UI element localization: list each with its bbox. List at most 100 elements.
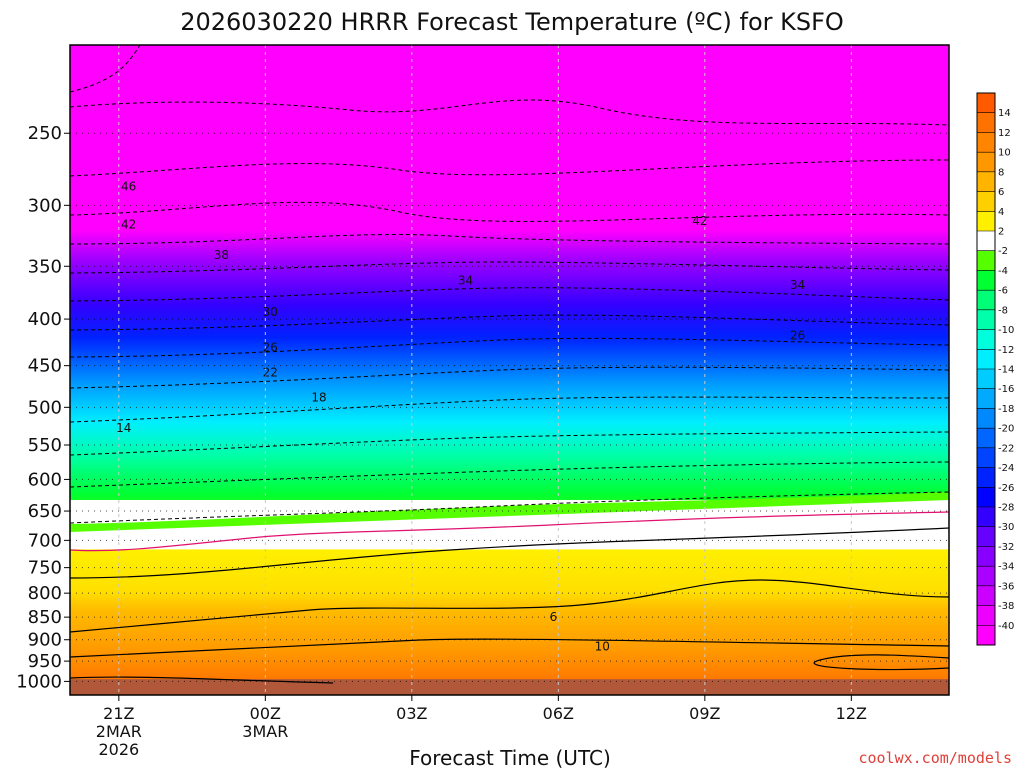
isotherm-line — [70, 99, 949, 126]
colorbar-swatch — [977, 585, 995, 606]
colorbar-label: -14 — [998, 365, 1014, 376]
isotherm-label: 6 — [550, 610, 558, 624]
colorbar-label: -28 — [998, 503, 1014, 514]
isotherm-line — [70, 159, 949, 177]
isotherm-label: 42 — [121, 218, 136, 232]
land-band — [70, 683, 949, 695]
isotherm-label: 38 — [214, 248, 229, 262]
y-tick-label: 400 — [28, 309, 62, 330]
colorbar-label: 10 — [998, 148, 1011, 159]
y-tick-label: 700 — [28, 530, 62, 551]
isotherm-line — [70, 461, 949, 488]
isotherm-label: 30 — [263, 305, 278, 319]
colorbar-swatch — [977, 369, 995, 390]
x-tick-label: 03Z — [396, 704, 427, 723]
x-axis-label: Forecast Time (UTC) — [409, 746, 611, 768]
colorbar-swatch — [977, 467, 995, 488]
isotherm-line — [70, 337, 949, 358]
colorbar-swatch — [977, 132, 995, 153]
colorbar-label: -16 — [998, 384, 1014, 395]
x-tick-label: 21Z — [103, 704, 134, 723]
isotherm-label: 26 — [263, 341, 278, 355]
y-axis: 2503003504004505005506006507007508008509… — [16, 123, 70, 692]
chart-title: 2026030220 HRRR Forecast Temperature (ºC… — [180, 8, 844, 36]
isotherm-labels: 46 42 38 30 26 22 18 14 34 42 34 26 6 10 — [116, 179, 805, 653]
y-tick-label: 300 — [28, 195, 62, 216]
colorbar-label: -12 — [998, 345, 1014, 356]
y-tick-label: 600 — [28, 469, 62, 490]
colorbar: 14 12 10 8 6 4 2 -2 -4 -6 -8 -10 -12 -14 -16 -18 -20 -22 -… — [976, 92, 1014, 646]
isotherm-line — [70, 431, 949, 456]
colorbar-swatch — [977, 152, 995, 173]
isotherm-line — [70, 45, 141, 93]
isotherm-label: 18 — [311, 391, 326, 405]
isotherm-line — [70, 366, 949, 389]
colorbar-swatch — [977, 507, 995, 528]
colorbar-label: -4 — [998, 266, 1008, 277]
plot-area: 46 42 38 30 26 22 18 14 34 42 34 26 6 10 — [70, 45, 949, 695]
freezing-band — [70, 500, 949, 536]
colorbar-swatch — [977, 566, 995, 587]
isotherm-line — [70, 676, 334, 684]
colorbar-swatch — [977, 250, 995, 271]
colorbar-swatch — [977, 329, 995, 350]
colorbar-swatch — [977, 349, 995, 370]
isotherm-line — [70, 201, 949, 222]
colorbar-label: -2 — [998, 246, 1008, 257]
y-tick-label: 850 — [28, 607, 62, 628]
colorbar-swatch — [977, 211, 995, 232]
colorbar-label: -32 — [998, 542, 1014, 553]
isotherm-label: 34 — [790, 278, 805, 292]
colorbar-label: -26 — [998, 483, 1014, 494]
colorbar-label: 4 — [998, 207, 1004, 218]
colorbar-label: -6 — [998, 286, 1008, 297]
isotherm-label: 26 — [790, 329, 805, 343]
credit-text: coolwx.com/models — [858, 749, 1012, 767]
isotherm-line — [813, 654, 949, 671]
isotherm-label: 10 — [595, 639, 610, 653]
y-tick-label: 450 — [28, 356, 62, 377]
isotherm-label: 14 — [116, 421, 131, 435]
isotherm-line — [70, 638, 949, 658]
colorbar-label: -22 — [998, 443, 1014, 454]
colorbar-swatch — [977, 93, 995, 114]
isotherm-line — [70, 396, 949, 423]
colorbar-label: -38 — [998, 601, 1014, 612]
isotherm-label: 42 — [692, 214, 707, 228]
colorbar-swatch — [977, 428, 995, 449]
colorbar-swatch — [977, 487, 995, 508]
x-tick-label: 3MAR — [242, 722, 288, 741]
isotherm-line — [70, 234, 949, 245]
isotherm-line — [70, 314, 949, 331]
y-tick-label: 900 — [28, 630, 62, 651]
colorbar-swatch — [977, 112, 995, 133]
colorbar-label: 2 — [998, 227, 1004, 238]
isotherm-line — [70, 261, 949, 274]
x-tick-label: 09Z — [689, 704, 720, 723]
plot-frame — [69, 44, 950, 696]
colorbar-label: -24 — [998, 463, 1014, 474]
isotherm-label: 46 — [121, 179, 136, 193]
colorbar-swatch — [977, 388, 995, 409]
isotherm-line — [70, 527, 949, 579]
colorbar-swatch — [977, 231, 995, 252]
y-tick-label: 650 — [28, 501, 62, 522]
y-tick-label: 550 — [28, 435, 62, 456]
colorbar-swatch — [977, 408, 995, 429]
pressure-grid — [70, 132, 949, 682]
colorbar-swatch — [977, 546, 995, 567]
freezing-band-upper-edge — [70, 492, 949, 532]
colorbar-label: -30 — [998, 522, 1014, 533]
colorbar-label: -18 — [998, 404, 1014, 415]
time-grid — [118, 45, 852, 695]
colorbar-swatch — [977, 605, 995, 626]
colorbar-swatch — [977, 191, 995, 212]
colorbar-label: -20 — [998, 424, 1014, 435]
y-tick-label: 1000 — [16, 671, 62, 692]
x-tick-label: 2026 — [98, 740, 139, 759]
isotherm-line — [70, 511, 949, 552]
colorbar-label: 6 — [998, 187, 1004, 198]
x-tick-label: 00Z — [250, 704, 281, 723]
temperature-field — [70, 45, 949, 695]
y-tick-label: 800 — [28, 583, 62, 604]
